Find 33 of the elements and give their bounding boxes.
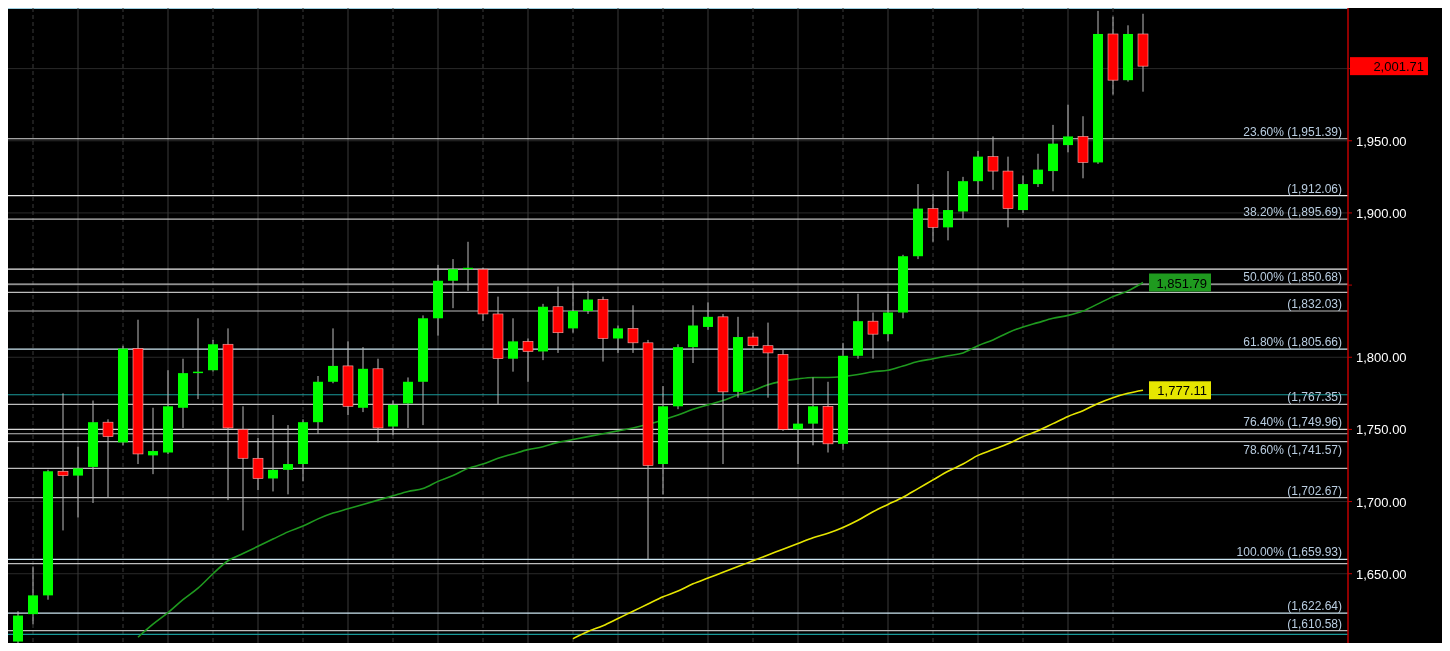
candlestick bbox=[1063, 104, 1073, 153]
ref-line-label: 50.00% (1,850.68) bbox=[1243, 270, 1342, 285]
line-series bbox=[572, 389, 1144, 640]
y-tick-label: 1,800.00 bbox=[1356, 350, 1407, 366]
y-tick-label: 1,950.00 bbox=[1356, 133, 1407, 149]
candlestick bbox=[522, 337, 534, 383]
candlestick bbox=[28, 566, 38, 625]
y-tick-label: 1,700.00 bbox=[1356, 494, 1407, 510]
ref-line-label: (1,767.35) bbox=[1287, 390, 1342, 405]
candlestick bbox=[1033, 153, 1043, 188]
ref-line-label: (1,912.06) bbox=[1287, 181, 1342, 196]
candlestick bbox=[613, 325, 623, 354]
line-series bbox=[137, 281, 1144, 639]
ref-line-label: 38.20% (1,895.69) bbox=[1243, 205, 1342, 220]
ref-line-label: 23.60% (1,951.39) bbox=[1243, 124, 1342, 139]
data-label: 1,777.11 bbox=[1157, 383, 1207, 399]
ref-line-label: (1,622.64) bbox=[1287, 599, 1342, 614]
ref-line-label: (1,702.67) bbox=[1287, 483, 1342, 498]
candlestick bbox=[328, 327, 338, 384]
candlestick bbox=[987, 135, 999, 191]
ref-line-label: 78.60% (1,741.57) bbox=[1243, 442, 1342, 457]
ref-line-label: 61.80% (1,805.66) bbox=[1243, 335, 1342, 350]
y-tick-label: 1,750.00 bbox=[1356, 422, 1407, 438]
ref-line-label: (1,832.03) bbox=[1287, 297, 1342, 312]
y-tick-label: 1,650.00 bbox=[1356, 566, 1407, 582]
candlestick bbox=[508, 317, 518, 373]
ref-line-label: 76.40% (1,749.96) bbox=[1243, 415, 1342, 430]
text: 2,001.71 bbox=[1373, 59, 1424, 75]
ref-line-label: 100.00% (1,659.93) bbox=[1236, 545, 1342, 560]
candlestick bbox=[762, 322, 774, 399]
y-tick-label: 1,900.00 bbox=[1356, 205, 1407, 221]
data-label: 1,851.79 bbox=[1156, 275, 1207, 291]
ref-line-label: (1,610.58) bbox=[1287, 616, 1342, 631]
